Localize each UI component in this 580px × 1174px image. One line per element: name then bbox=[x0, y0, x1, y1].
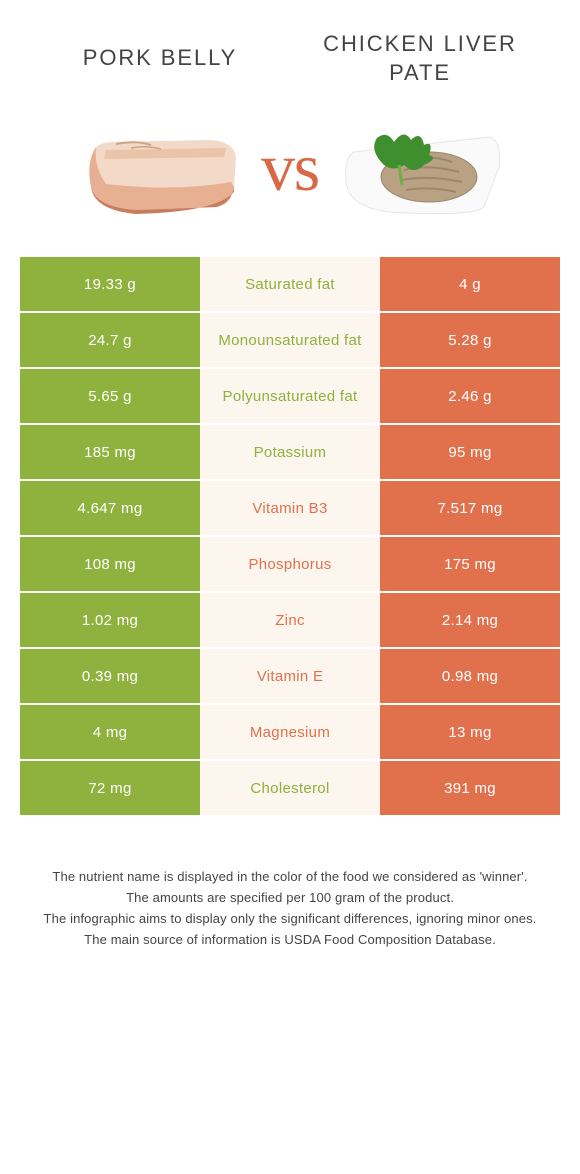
table-row: 1.02 mgZinc2.14 mg bbox=[20, 593, 560, 649]
table-row: 19.33 gSaturated fat4 g bbox=[20, 257, 560, 313]
footer-line-2: The amounts are specified per 100 gram o… bbox=[30, 888, 550, 909]
footer-line-4: The main source of information is USDA F… bbox=[30, 930, 550, 951]
nutrient-label: Potassium bbox=[200, 425, 380, 479]
left-value: 4.647 mg bbox=[20, 481, 200, 535]
nutrient-label: Vitamin E bbox=[200, 649, 380, 703]
pork-belly-image bbox=[71, 107, 251, 227]
nutrient-label: Magnesium bbox=[200, 705, 380, 759]
table-row: 185 mgPotassium95 mg bbox=[20, 425, 560, 481]
nutrient-label: Phosphorus bbox=[200, 537, 380, 591]
table-row: 0.39 mgVitamin E0.98 mg bbox=[20, 649, 560, 705]
left-value: 185 mg bbox=[20, 425, 200, 479]
left-value: 108 mg bbox=[20, 537, 200, 591]
chicken-liver-pate-image bbox=[329, 107, 509, 227]
left-value: 1.02 mg bbox=[20, 593, 200, 647]
left-food-title: Pork belly bbox=[30, 44, 290, 73]
header: Pork belly Chicken liver pate bbox=[0, 0, 580, 97]
left-value: 72 mg bbox=[20, 761, 200, 815]
right-value: 13 mg bbox=[380, 705, 560, 759]
right-value: 4 g bbox=[380, 257, 560, 311]
right-food-title: Chicken liver pate bbox=[290, 30, 550, 87]
right-value: 2.46 g bbox=[380, 369, 560, 423]
right-value: 7.517 mg bbox=[380, 481, 560, 535]
right-value: 175 mg bbox=[380, 537, 560, 591]
left-value: 19.33 g bbox=[20, 257, 200, 311]
table-row: 4.647 mgVitamin B37.517 mg bbox=[20, 481, 560, 537]
right-value: 95 mg bbox=[380, 425, 560, 479]
nutrient-label: Vitamin B3 bbox=[200, 481, 380, 535]
left-value: 24.7 g bbox=[20, 313, 200, 367]
table-row: 72 mgCholesterol391 mg bbox=[20, 761, 560, 817]
nutrient-label: Saturated fat bbox=[200, 257, 380, 311]
table-row: 108 mgPhosphorus175 mg bbox=[20, 537, 560, 593]
right-value: 5.28 g bbox=[380, 313, 560, 367]
nutrient-label: Polyunsaturated fat bbox=[200, 369, 380, 423]
nutrient-label: Cholesterol bbox=[200, 761, 380, 815]
footer-notes: The nutrient name is displayed in the co… bbox=[30, 867, 550, 950]
vs-label: vs bbox=[261, 128, 319, 207]
nutrient-table: 19.33 gSaturated fat4 g24.7 gMonounsatur… bbox=[20, 257, 560, 817]
left-value: 4 mg bbox=[20, 705, 200, 759]
footer-line-1: The nutrient name is displayed in the co… bbox=[30, 867, 550, 888]
left-value: 0.39 mg bbox=[20, 649, 200, 703]
right-value: 391 mg bbox=[380, 761, 560, 815]
nutrient-label: Zinc bbox=[200, 593, 380, 647]
table-row: 5.65 gPolyunsaturated fat2.46 g bbox=[20, 369, 560, 425]
nutrient-label: Monounsaturated fat bbox=[200, 313, 380, 367]
left-value: 5.65 g bbox=[20, 369, 200, 423]
vs-row: vs bbox=[0, 97, 580, 257]
footer-line-3: The infographic aims to display only the… bbox=[30, 909, 550, 930]
table-row: 4 mgMagnesium13 mg bbox=[20, 705, 560, 761]
table-row: 24.7 gMonounsaturated fat5.28 g bbox=[20, 313, 560, 369]
right-value: 2.14 mg bbox=[380, 593, 560, 647]
right-value: 0.98 mg bbox=[380, 649, 560, 703]
